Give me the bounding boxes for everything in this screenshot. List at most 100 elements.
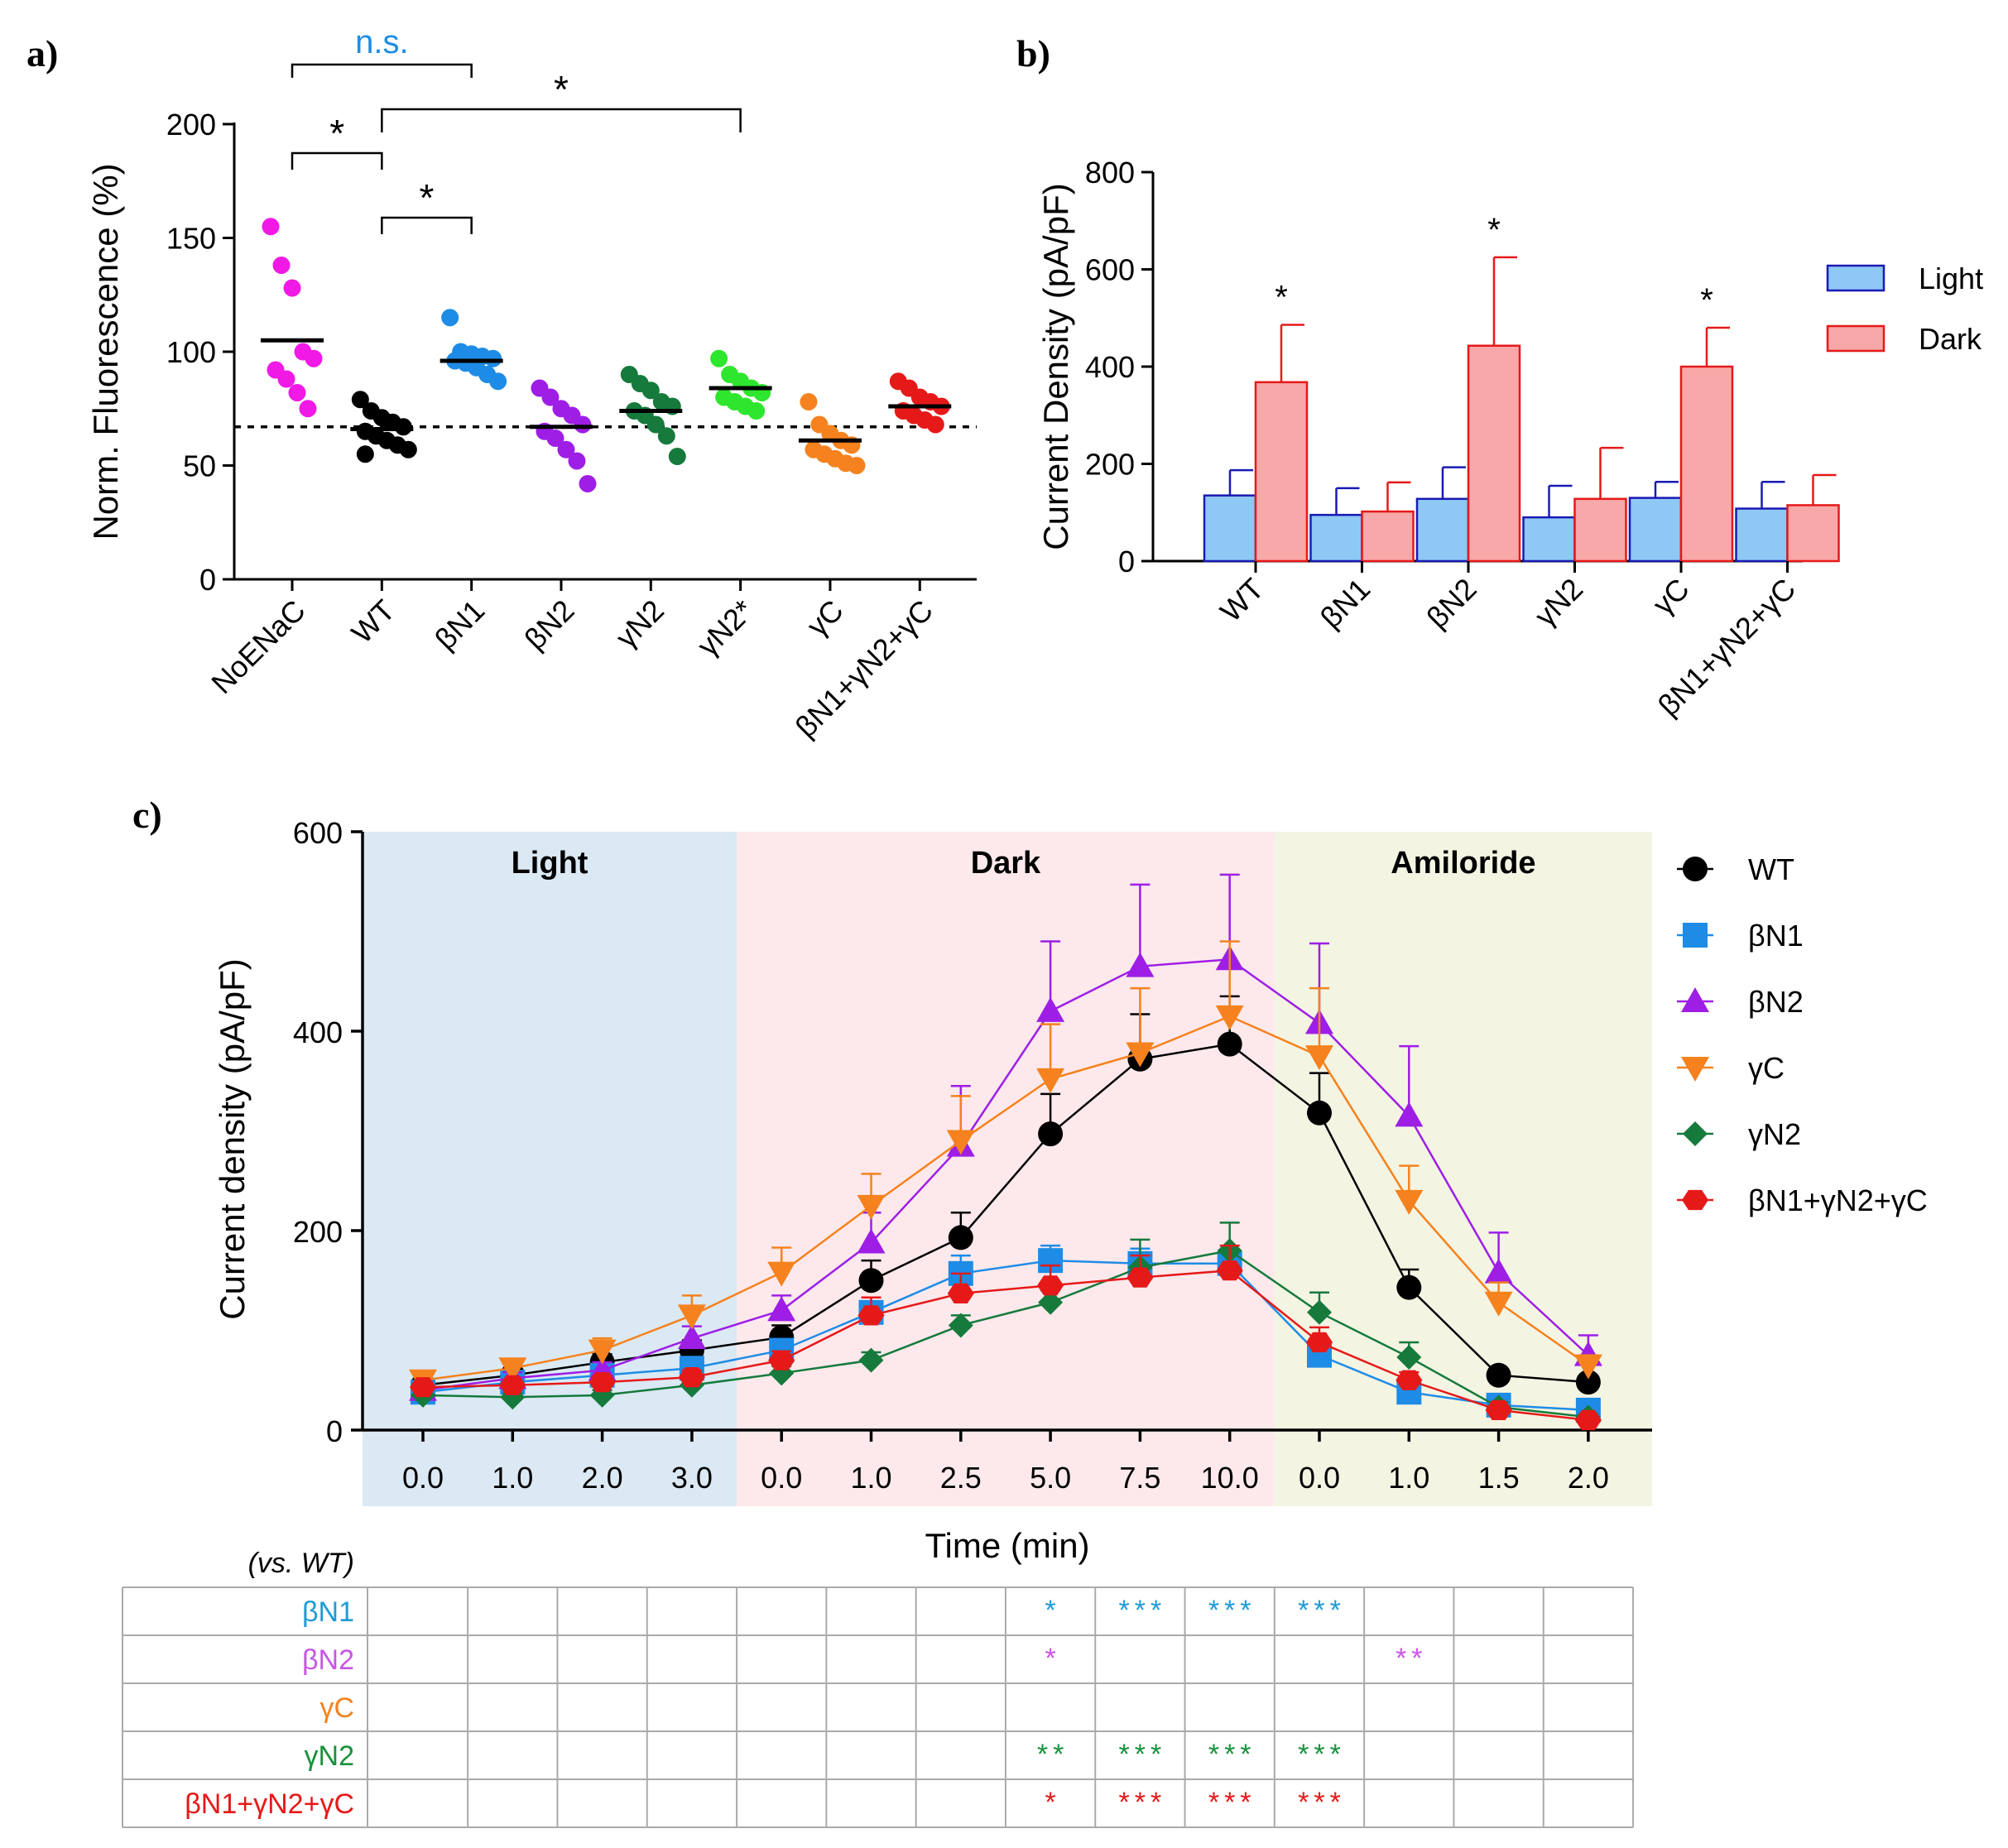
data-point	[277, 370, 295, 388]
legend-swatch	[1826, 264, 1886, 292]
y-tick-label: 200	[1085, 448, 1135, 482]
data-marker	[1682, 1189, 1708, 1211]
data-marker	[1038, 1121, 1064, 1147]
data-point	[489, 372, 507, 391]
legend-label: βN1+γN2+γC	[1748, 1183, 1928, 1217]
data-point	[356, 445, 374, 463]
significance-bracket	[381, 108, 742, 132]
table-cell-stars: *	[1045, 1787, 1060, 1818]
data-point	[394, 418, 412, 436]
data-marker	[678, 1367, 705, 1388]
data-marker	[857, 1228, 886, 1254]
y-tick-label: 800	[1085, 156, 1135, 190]
data-marker	[1305, 1045, 1333, 1071]
table-row-label: βN1	[302, 1596, 354, 1628]
data-marker	[677, 1324, 706, 1350]
series-line	[422, 1249, 1589, 1418]
data-marker	[1307, 1100, 1332, 1126]
data-marker	[1215, 1005, 1244, 1030]
data-marker	[1126, 1042, 1155, 1068]
legend-label: γN2	[1748, 1117, 1801, 1151]
x-tick-label: βN1	[428, 593, 491, 656]
x-tick-label: βN2	[517, 593, 580, 656]
series-line	[422, 1269, 1589, 1422]
data-marker	[1126, 952, 1155, 977]
data-point	[288, 384, 306, 401]
legend-label: WT	[1748, 852, 1794, 886]
data-marker	[1575, 1370, 1601, 1395]
x-tick-label: γC	[1646, 572, 1696, 622]
bar	[1573, 497, 1627, 563]
y-tick-label: 100	[166, 335, 216, 369]
data-point	[305, 349, 323, 367]
bar	[1361, 510, 1415, 563]
x-tick-label: 0.0	[1299, 1461, 1340, 1495]
data-point	[646, 415, 665, 434]
x-tick-label: 2.0	[582, 1461, 623, 1495]
legend-label: βN1	[1748, 919, 1804, 953]
data-point	[568, 452, 586, 470]
data-marker	[1126, 1267, 1154, 1288]
y-tick-label: 400	[293, 1015, 343, 1049]
y-tick-label: 400	[1085, 350, 1135, 384]
data-marker	[677, 1304, 706, 1330]
data-point	[546, 430, 564, 447]
data-marker	[410, 1377, 436, 1398]
legend-label: βN2	[1748, 985, 1804, 1019]
x-tick-label: γC	[800, 593, 850, 643]
bar	[1679, 365, 1734, 563]
x-tick-label: 2.5	[940, 1461, 982, 1495]
data-marker	[1683, 857, 1708, 881]
data-marker	[857, 1305, 885, 1326]
bar	[1203, 494, 1257, 563]
significance-star: *	[1700, 282, 1713, 319]
x-axis-title: Time (min)	[925, 1526, 1089, 1565]
table-row-label: βN1+γN2+γC	[185, 1788, 354, 1820]
x-tick-label: γN2	[609, 593, 670, 655]
legend-label: Dark	[1919, 322, 1982, 356]
data-point	[441, 309, 459, 327]
table-cell-stars: ***	[1298, 1595, 1346, 1626]
x-tick-label: WT	[344, 593, 401, 650]
data-marker	[948, 1225, 973, 1250]
data-marker	[1036, 996, 1065, 1022]
panel-b-chart: 0 200 400 600 800 Current Density (pA/pF) * WT β…	[1036, 156, 1983, 722]
panel-a-label: a)	[26, 32, 58, 74]
data-marker	[948, 1313, 973, 1338]
data-point	[747, 402, 766, 420]
significance-star: *	[1275, 279, 1288, 315]
data-marker	[946, 1130, 975, 1155]
data-point	[272, 257, 291, 274]
x-tick-label: 10.0	[1201, 1461, 1259, 1495]
data-marker	[1217, 1031, 1242, 1057]
data-marker	[1037, 1275, 1064, 1296]
region-label: Light	[512, 846, 588, 881]
x-tick-label: 1.0	[850, 1461, 891, 1495]
data-marker	[1574, 1409, 1602, 1431]
significance-star: *	[1487, 212, 1501, 248]
data-marker	[1485, 1399, 1512, 1420]
data-point	[484, 349, 502, 367]
x-tick-label: βN2	[1420, 572, 1482, 635]
table-row-label: γC	[319, 1692, 354, 1724]
x-tick-label: βN1	[1314, 572, 1376, 635]
series-line	[422, 958, 1589, 1392]
table-cell-stars: *	[1045, 1595, 1060, 1626]
data-marker	[858, 1268, 884, 1294]
data-marker	[857, 1194, 886, 1220]
data-marker	[1396, 1370, 1423, 1390]
series-line	[422, 1259, 1588, 1412]
data-marker	[1038, 1289, 1064, 1315]
x-tick-label: NoENaC	[204, 593, 311, 700]
significance-label: *	[329, 112, 344, 155]
region-background	[363, 832, 737, 1506]
data-marker	[1573, 1354, 1602, 1380]
data-marker	[499, 1375, 526, 1395]
data-marker	[768, 1350, 795, 1370]
y-tick-label: 0	[199, 563, 216, 597]
data-point	[574, 415, 592, 434]
y-tick-label: 200	[293, 1215, 343, 1249]
x-tick-label: γN2*	[690, 593, 760, 663]
y-tick-label: 600	[293, 816, 343, 850]
